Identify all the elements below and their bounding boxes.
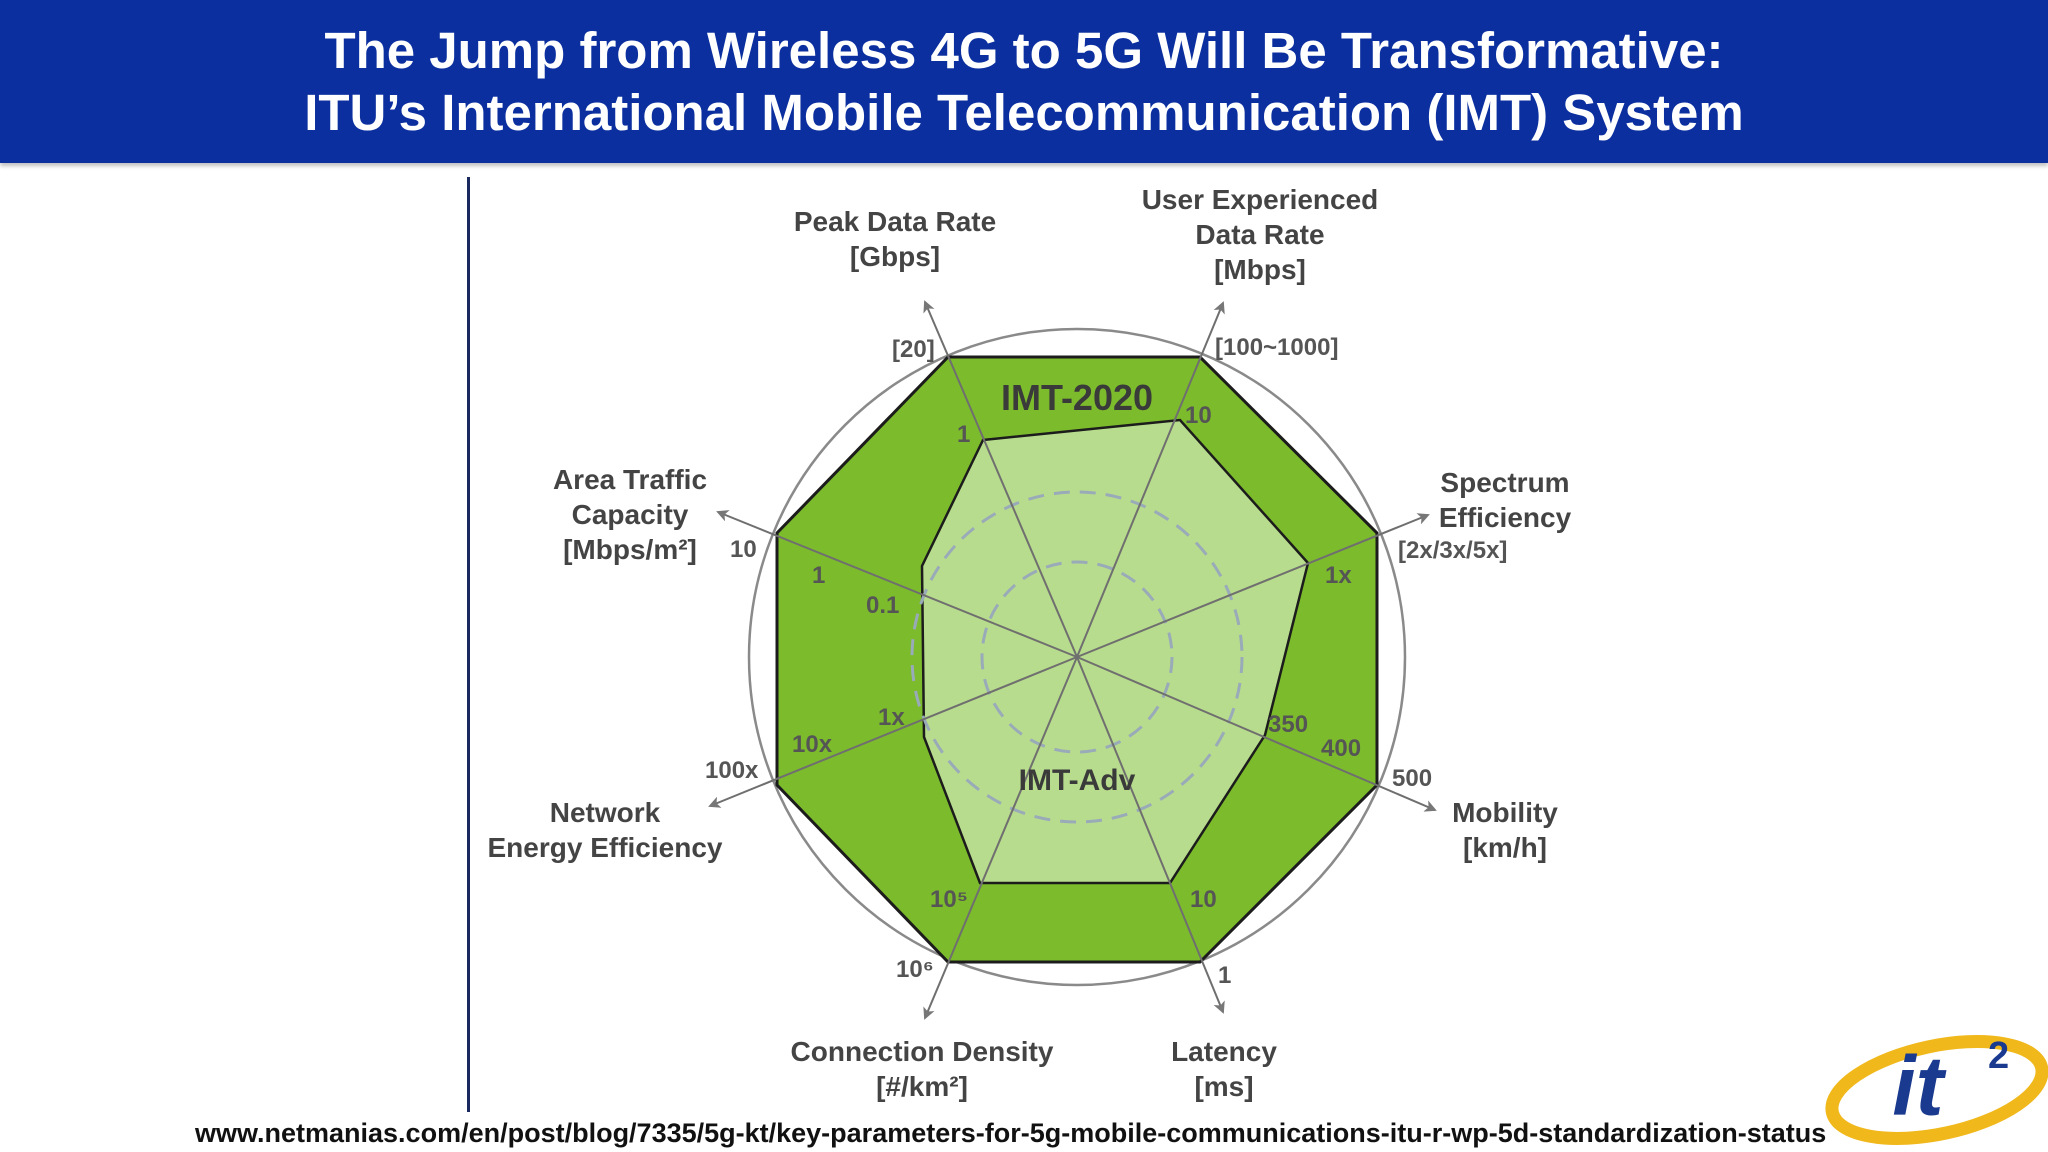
axis-label-mobility-1: Mobility xyxy=(1452,797,1558,828)
tick-mobility-outer: 500 xyxy=(1392,765,1432,792)
axis-label-area-traffic-2: Capacity xyxy=(572,499,689,530)
tick-spectrum-outer: [2x/3x/5x] xyxy=(1398,537,1507,564)
logo-swoosh-icon xyxy=(1825,1035,2048,1145)
axis-line-network-energy xyxy=(708,656,1078,808)
axis-label-user-exp-2: Data Rate xyxy=(1195,219,1324,250)
tick-user-exp-inner: 10 xyxy=(1185,402,1212,429)
tick-spectrum-inner: 1x xyxy=(1325,562,1352,589)
axis-label-user-exp-1: User Experienced xyxy=(1142,184,1379,215)
slide-title-line-2: ITU’s International Mobile Telecommunica… xyxy=(304,84,1744,141)
axis-line-latency xyxy=(1076,656,1225,1014)
axis-label-latency-1: Latency xyxy=(1171,1036,1277,1067)
tick-network-energy-outer: 100x xyxy=(705,757,759,784)
axis-label-connection-density-1: Connection Density xyxy=(791,1036,1054,1067)
tick-area-traffic-inner: 0.1 xyxy=(866,592,899,619)
tick-mobility-inner: 350 xyxy=(1268,711,1308,738)
imt-advanced-label: IMT-Adv xyxy=(1019,764,1136,797)
tick-area-traffic-middle: 1 xyxy=(812,562,825,589)
vertical-divider xyxy=(467,177,470,1112)
logo-text: it xyxy=(1892,1039,1946,1133)
axis-line-mobility xyxy=(1076,656,1437,812)
axis-label-peak-data-rate-1: Peak Data Rate xyxy=(794,206,996,237)
imt-2020-label: IMT-2020 xyxy=(1001,377,1153,418)
dashed-circle-inner xyxy=(980,560,1174,754)
source-url: www.netmanias.com/en/post/blog/7335/5g-k… xyxy=(195,1118,1827,1148)
tick-mobility-middle: 400 xyxy=(1321,735,1361,762)
axis-line-area-traffic xyxy=(716,510,1078,658)
axis-label-network-energy-2: Energy Efficiency xyxy=(488,832,723,863)
it2-logo: it 2 xyxy=(1825,1035,2048,1145)
axis-label-user-exp-3: [Mbps] xyxy=(1214,254,1306,285)
axis-lines xyxy=(708,300,1437,1020)
tick-latency-inner: 10 xyxy=(1190,886,1217,913)
axis-label-spectrum-2: Efficiency xyxy=(1439,502,1572,533)
tick-user-exp-outer: [100~1000] xyxy=(1215,334,1338,361)
axis-label-area-traffic-1: Area Traffic xyxy=(553,464,707,495)
tick-network-energy-middle: 10x xyxy=(792,731,833,758)
axis-label-peak-data-rate-2: [Gbps] xyxy=(850,241,940,272)
axis-label-spectrum-1: Spectrum xyxy=(1440,467,1569,498)
axis-label-latency-2: [ms] xyxy=(1194,1071,1253,1102)
tick-connection-density-outer: 10⁶ xyxy=(896,956,934,983)
axis-line-connection-density xyxy=(923,656,1078,1020)
logo-superscript: 2 xyxy=(1988,1035,2009,1077)
dashed-circle-outer xyxy=(910,490,1244,824)
tick-peak-data-rate-outer: [20] xyxy=(892,336,935,363)
slide-header: The Jump from Wireless 4G to 5G Will Be … xyxy=(0,0,2048,163)
tick-peak-data-rate-inner: 1 xyxy=(957,421,970,448)
tick-connection-density-inner: 10⁵ xyxy=(930,886,968,913)
tick-area-traffic-outer: 10 xyxy=(730,536,757,563)
axis-line-user-experienced xyxy=(1076,301,1225,658)
slide-title-line-1: The Jump from Wireless 4G to 5G Will Be … xyxy=(324,22,1724,79)
tick-latency-outer: 1 xyxy=(1218,962,1231,989)
axis-label-connection-density-2: [#/km²] xyxy=(876,1071,968,1102)
axis-line-spectrum-efficiency xyxy=(1076,513,1430,658)
tick-network-energy-inner: 1x xyxy=(878,704,905,731)
axis-label-mobility-2: [km/h] xyxy=(1463,832,1547,863)
axis-label-area-traffic-3: [Mbps/m²] xyxy=(563,534,697,565)
outer-reference-circle xyxy=(747,327,1407,987)
axis-label-network-energy-1: Network xyxy=(550,797,661,828)
axis-line-peak-data-rate xyxy=(923,300,1078,658)
